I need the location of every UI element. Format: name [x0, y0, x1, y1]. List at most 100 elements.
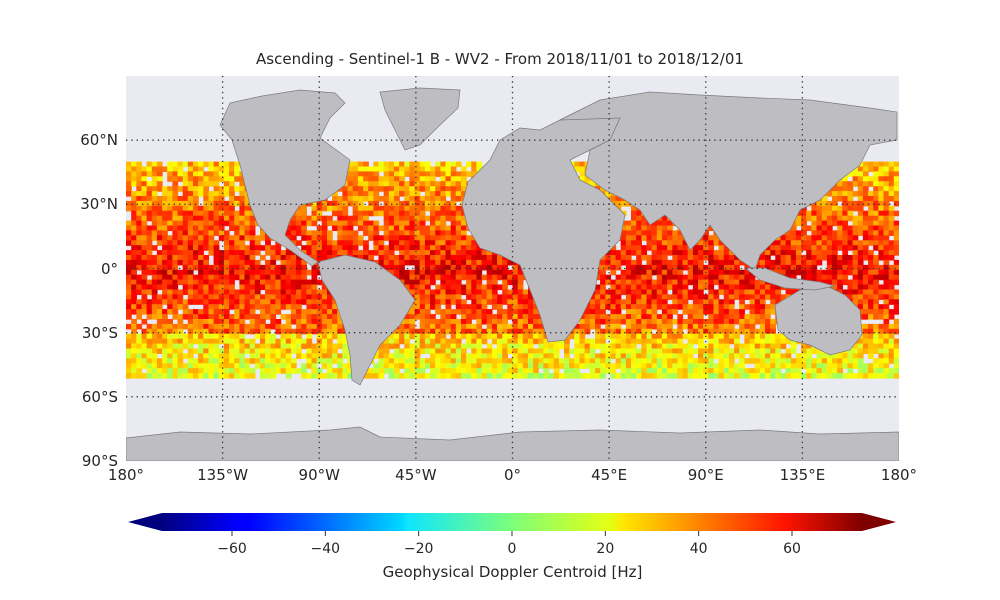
- doppler-cell: [893, 196, 899, 202]
- doppler-cell: [321, 304, 328, 310]
- doppler-cell: [156, 314, 163, 320]
- doppler-cell: [574, 328, 581, 335]
- doppler-cell: [229, 191, 235, 197]
- doppler-cell: [388, 210, 395, 217]
- doppler-cell: [306, 299, 313, 305]
- doppler-cell: [223, 191, 230, 197]
- doppler-cell: [321, 333, 328, 340]
- doppler-cell: [847, 289, 854, 296]
- doppler-cell: [486, 269, 493, 276]
- doppler-cell: [383, 235, 390, 241]
- doppler-cell: [440, 333, 447, 340]
- doppler-cell: [522, 333, 529, 340]
- doppler-cell: [162, 259, 168, 266]
- doppler-cell: [265, 338, 271, 345]
- doppler-cell: [404, 196, 411, 202]
- doppler-cell: [713, 269, 720, 276]
- doppler-cell: [234, 304, 240, 310]
- doppler-cell: [620, 269, 627, 276]
- doppler-cell: [445, 319, 452, 325]
- doppler-cell: [667, 284, 673, 291]
- doppler-cell: [512, 299, 519, 305]
- doppler-cell: [167, 220, 173, 227]
- doppler-cell: [213, 319, 220, 325]
- doppler-cell: [162, 186, 168, 192]
- doppler-cell: [512, 333, 519, 340]
- doppler-cell: [466, 294, 472, 300]
- doppler-cell: [497, 255, 503, 261]
- doppler-cell: [734, 255, 740, 261]
- doppler-cell: [234, 245, 240, 251]
- doppler-cell: [631, 245, 637, 251]
- doppler-cell: [414, 264, 421, 271]
- doppler-cell: [491, 264, 498, 271]
- doppler-cell: [357, 166, 364, 173]
- doppler-cell: [692, 304, 699, 310]
- doppler-cell: [471, 171, 478, 177]
- doppler-cell: [254, 245, 261, 251]
- doppler-cell: [698, 245, 704, 251]
- doppler-cell: [352, 176, 359, 182]
- doppler-cell: [203, 245, 210, 251]
- doppler-cell: [878, 171, 885, 177]
- doppler-cell: [811, 250, 818, 256]
- doppler-cell: [430, 314, 436, 320]
- doppler-cell: [244, 225, 251, 232]
- doppler-cell: [229, 338, 235, 345]
- doppler-cell: [394, 264, 400, 271]
- doppler-cell: [223, 255, 230, 261]
- doppler-cell: [223, 309, 230, 315]
- doppler-cell: [718, 250, 725, 256]
- doppler-cell: [584, 309, 591, 315]
- doppler-cell: [203, 289, 210, 296]
- doppler-cell: [852, 205, 859, 212]
- doppler-cell: [193, 235, 199, 241]
- doppler-cell: [491, 255, 498, 261]
- doppler-cell: [260, 299, 266, 305]
- doppler-cell: [502, 299, 508, 305]
- doppler-cell: [821, 255, 828, 261]
- doppler-cell: [893, 328, 899, 335]
- doppler-cell: [270, 264, 277, 271]
- doppler-cell: [651, 333, 658, 340]
- doppler-cell: [461, 274, 467, 281]
- doppler-cell: [852, 215, 859, 222]
- doppler-cell: [430, 289, 436, 296]
- doppler-cell: [193, 176, 199, 182]
- doppler-cell: [280, 255, 287, 261]
- doppler-cell: [703, 230, 709, 236]
- doppler-cell: [265, 259, 271, 266]
- doppler-cell: [249, 304, 256, 310]
- doppler-cell: [177, 225, 184, 232]
- doppler-cell: [146, 299, 153, 305]
- doppler-cell: [734, 289, 740, 296]
- doppler-cell: [528, 323, 534, 330]
- doppler-cell: [610, 333, 617, 340]
- doppler-cell: [440, 289, 447, 296]
- doppler-cell: [285, 225, 292, 232]
- doppler-cell: [146, 161, 153, 168]
- doppler-cell: [290, 215, 297, 222]
- doppler-cell: [126, 171, 132, 177]
- doppler-cell: [785, 259, 792, 266]
- doppler-cell: [595, 304, 601, 310]
- doppler-cell: [713, 328, 720, 335]
- doppler-cell: [213, 333, 220, 340]
- doppler-cell: [528, 304, 534, 310]
- doppler-cell: [656, 255, 663, 261]
- doppler-cell: [131, 304, 137, 310]
- doppler-cell: [363, 225, 369, 232]
- doppler-cell: [141, 279, 148, 286]
- doppler-cell: [491, 299, 498, 305]
- doppler-cell: [842, 200, 849, 207]
- doppler-cell: [631, 304, 637, 310]
- doppler-cell: [842, 186, 849, 192]
- doppler-cell: [801, 210, 807, 217]
- doppler-cell: [445, 245, 452, 251]
- doppler-cell: [285, 250, 292, 256]
- doppler-cell: [445, 299, 452, 305]
- doppler-cell: [234, 269, 240, 276]
- doppler-cell: [461, 255, 467, 261]
- doppler-cell: [290, 333, 297, 340]
- doppler-cell: [450, 240, 457, 246]
